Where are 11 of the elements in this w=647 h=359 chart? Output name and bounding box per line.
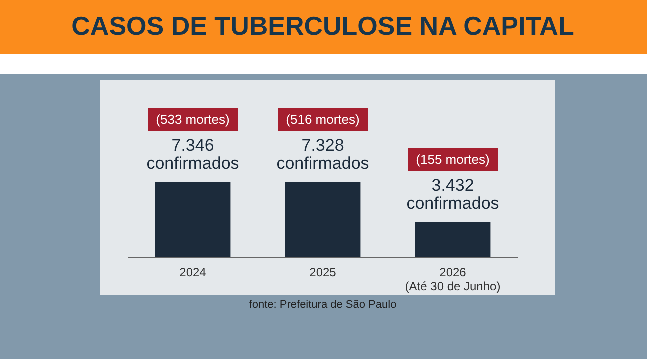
source-note: fonte: Prefeitura de São Paulo xyxy=(249,299,397,311)
data-label: 7.346 confirmados xyxy=(146,136,240,173)
data-label: 7.328 confirmados xyxy=(276,136,370,174)
x-tick-label: 2026 (Até 30 de Junho) xyxy=(405,266,501,294)
text: (155 mortes) xyxy=(416,152,490,167)
data-label: 3.432 confirmados xyxy=(406,176,500,213)
text: (533 mortes) xyxy=(156,112,230,127)
text: (516 mortes) xyxy=(286,112,360,128)
chart-title: CASOS DE TUBERCULOSE NA CAPITAL xyxy=(72,11,574,41)
x-tick-label: 2025 xyxy=(310,266,337,280)
x-tick-label: 2024 xyxy=(180,266,207,280)
